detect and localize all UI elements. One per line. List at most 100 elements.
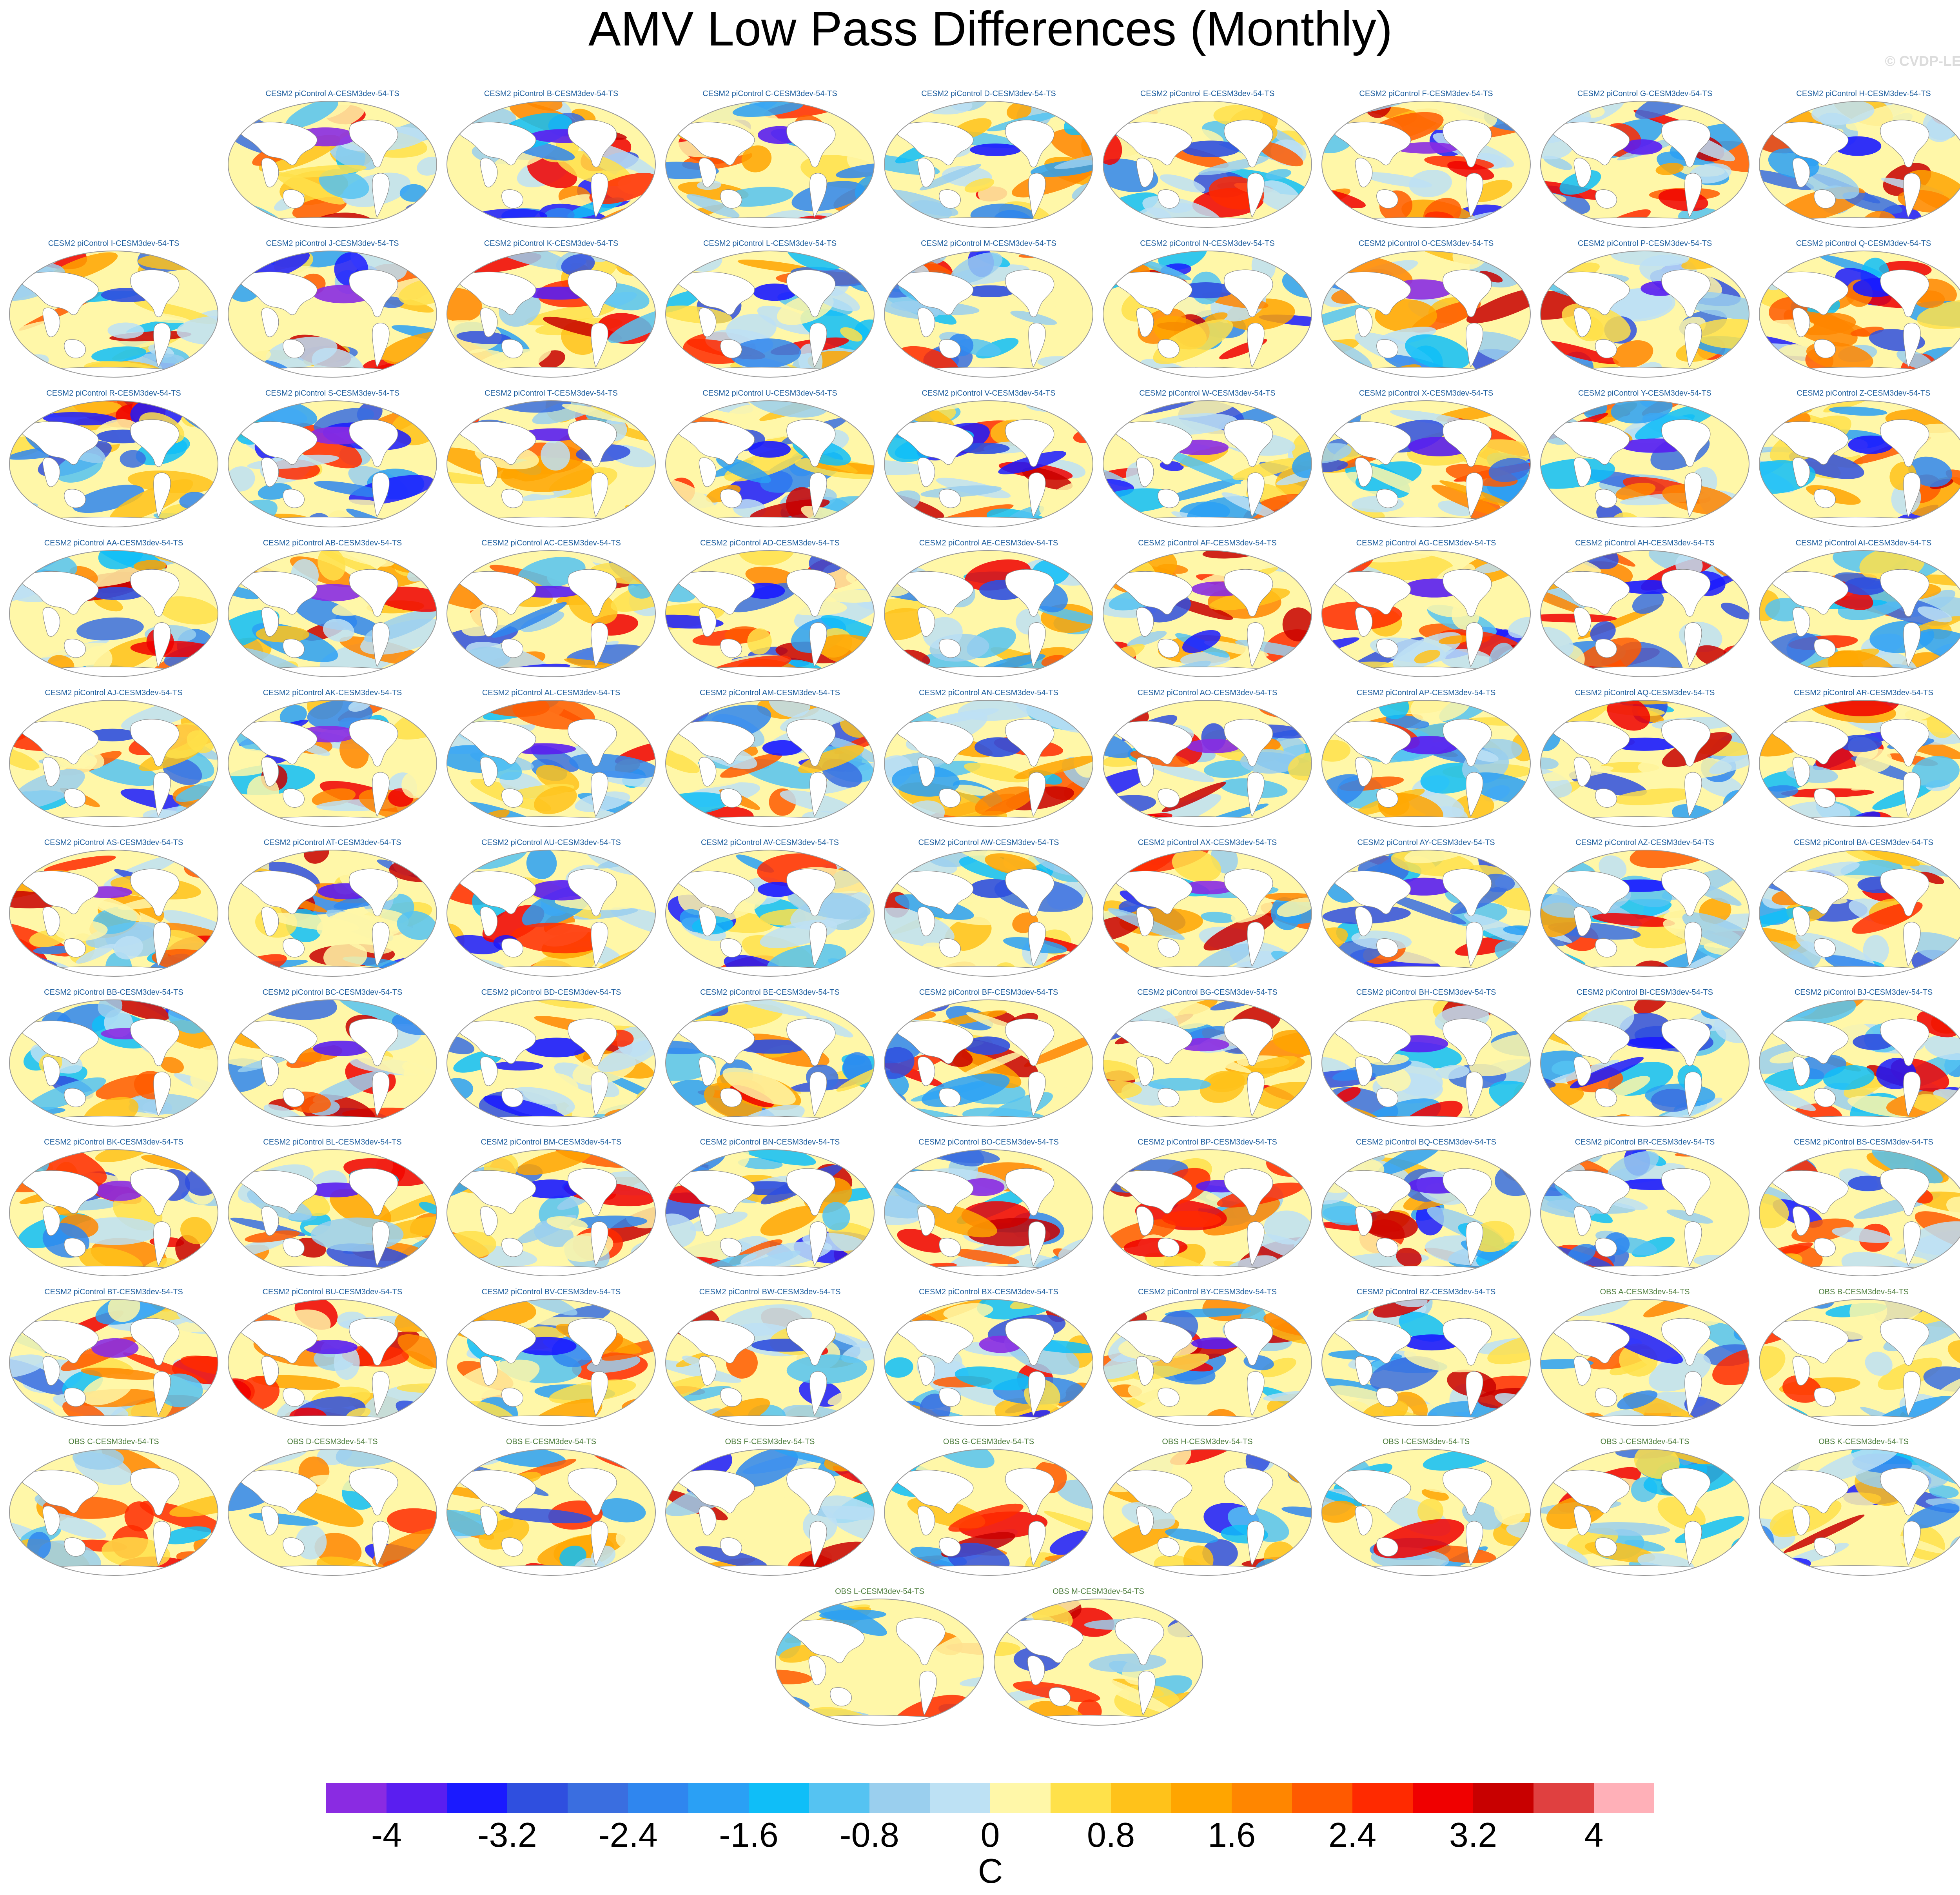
map-plot	[228, 400, 437, 527]
map-panel: CESM2 piControl BT-CESM3dev-54-TS	[8, 1287, 220, 1438]
map-plot	[1103, 850, 1312, 977]
map-plot	[1540, 1299, 1749, 1426]
panel-title: CESM2 piControl AM-CESM3dev-54-TS	[700, 689, 840, 697]
panel-title: OBS E-CESM3dev-54-TS	[506, 1437, 597, 1446]
panel-title: CESM2 piControl BX-CESM3dev-54-TS	[919, 1288, 1058, 1296]
colorbar-swatch	[990, 1783, 1051, 1813]
map-panel: CESM2 piControl AW-CESM3dev-54-TS	[883, 838, 1094, 988]
map-panel: CESM2 piControl BO-CESM3dev-54-TS	[883, 1137, 1094, 1288]
map-panel: CESM2 piControl AB-CESM3dev-54-TS	[227, 538, 438, 689]
map-panel: OBS A-CESM3dev-54-TS	[1539, 1287, 1751, 1438]
map-plot	[228, 1149, 437, 1276]
panel-title: CESM2 piControl AQ-CESM3dev-54-TS	[1575, 689, 1715, 697]
map-plot	[1759, 999, 1960, 1126]
map-plot	[446, 101, 656, 228]
map-panel: CESM2 piControl AH-CESM3dev-54-TS	[1539, 538, 1751, 689]
panel-title: OBS G-CESM3dev-54-TS	[943, 1437, 1034, 1446]
map-plot	[665, 1449, 875, 1576]
map-panel: CESM2 piControl AM-CESM3dev-54-TS	[664, 688, 876, 839]
panel-title: CESM2 piControl C-CESM3dev-54-TS	[702, 89, 837, 98]
map-plot	[446, 251, 656, 378]
panel-title: CESM2 piControl AA-CESM3dev-54-TS	[44, 539, 183, 547]
map-panel: OBS M-CESM3dev-54-TS	[993, 1586, 1204, 1737]
map-plot	[1321, 850, 1531, 977]
colorbar-tick-label: 3.2	[1449, 1815, 1497, 1854]
panel-title: CESM2 piControl AT-CESM3dev-54-TS	[263, 838, 401, 847]
map-plot	[665, 999, 875, 1126]
panel-title: CESM2 piControl AJ-CESM3dev-54-TS	[45, 689, 183, 697]
map-plot	[884, 700, 1093, 827]
panel-grid: CESM2 piControl A-CESM3dev-54-TS CESM2 pi…	[8, 89, 1960, 1737]
map-panel: CESM2 piControl BW-CESM3dev-54-TS	[664, 1287, 876, 1438]
map-panel: CESM2 piControl BS-CESM3dev-54-TS	[1758, 1137, 1960, 1288]
map-plot	[446, 700, 656, 827]
map-plot	[884, 850, 1093, 977]
panel-title: CESM2 piControl L-CESM3dev-54-TS	[703, 239, 837, 248]
colorbar-swatch	[1171, 1783, 1232, 1813]
panel-title: CESM2 piControl BS-CESM3dev-54-TS	[1794, 1138, 1933, 1146]
panel-title: CESM2 piControl AY-CESM3dev-54-TS	[1357, 838, 1495, 847]
map-plot	[1540, 1149, 1749, 1276]
map-panel: CESM2 piControl S-CESM3dev-54-TS	[227, 388, 438, 539]
map-plot	[1103, 550, 1312, 677]
panel-title: CESM2 piControl D-CESM3dev-54-TS	[921, 89, 1056, 98]
panel-title: CESM2 piControl BL-CESM3dev-54-TS	[263, 1138, 402, 1146]
map-plot	[1759, 850, 1960, 977]
panel-title: CESM2 piControl BC-CESM3dev-54-TS	[262, 988, 403, 997]
watermark: © CVDP-LE	[1885, 53, 1960, 69]
map-plot	[1103, 251, 1312, 378]
panel-title: CESM2 piControl G-CESM3dev-54-TS	[1577, 89, 1713, 98]
map-panel: CESM2 piControl AS-CESM3dev-54-TS	[8, 838, 220, 988]
panel-title: CESM2 piControl Y-CESM3dev-54-TS	[1578, 389, 1712, 398]
map-panel: CESM2 piControl BJ-CESM3dev-54-TS	[1758, 987, 1960, 1138]
panel-title: CESM2 piControl AI-CESM3dev-54-TS	[1795, 539, 1932, 547]
panel-title: OBS F-CESM3dev-54-TS	[725, 1437, 815, 1446]
colorbar-swatch	[568, 1783, 628, 1813]
map-plot	[228, 700, 437, 827]
map-panel: CESM2 piControl F-CESM3dev-54-TS	[1320, 89, 1532, 240]
map-plot	[1321, 550, 1531, 677]
panel-title: CESM2 piControl N-CESM3dev-54-TS	[1140, 239, 1275, 248]
map-panel: CESM2 piControl BY-CESM3dev-54-TS	[1102, 1287, 1313, 1438]
map-plot	[1540, 251, 1749, 378]
panel-title: CESM2 piControl AZ-CESM3dev-54-TS	[1575, 838, 1714, 847]
map-panel: OBS K-CESM3dev-54-TS	[1758, 1437, 1960, 1588]
map-panel: CESM2 piControl U-CESM3dev-54-TS	[664, 388, 876, 539]
map-panel: CESM2 piControl BZ-CESM3dev-54-TS	[1320, 1287, 1532, 1438]
map-panel: CESM2 piControl AX-CESM3dev-54-TS	[1102, 838, 1313, 988]
map-plot	[884, 1299, 1093, 1426]
map-plot	[446, 850, 656, 977]
map-plot	[665, 1299, 875, 1426]
map-panel: CESM2 piControl H-CESM3dev-54-TS	[1758, 89, 1960, 240]
panel-title: CESM2 piControl BW-CESM3dev-54-TS	[699, 1288, 841, 1296]
panel-title: CESM2 piControl BB-CESM3dev-54-TS	[44, 988, 183, 997]
colorbar-swatch	[1051, 1783, 1111, 1813]
colorbar-unit: C	[978, 1851, 1003, 1890]
map-panel: OBS H-CESM3dev-54-TS	[1102, 1437, 1313, 1588]
map-panel: CESM2 piControl BU-CESM3dev-54-TS	[227, 1287, 438, 1438]
map-plot	[1103, 700, 1312, 827]
map-plot	[775, 1599, 984, 1726]
panel-title: CESM2 piControl BQ-CESM3dev-54-TS	[1356, 1138, 1496, 1146]
map-panel: CESM2 piControl T-CESM3dev-54-TS	[445, 388, 657, 539]
panel-title: CESM2 piControl BP-CESM3dev-54-TS	[1138, 1138, 1277, 1146]
panel-title: OBS A-CESM3dev-54-TS	[1600, 1288, 1690, 1296]
map-panel: CESM2 piControl BR-CESM3dev-54-TS	[1539, 1137, 1751, 1288]
panel-title: CESM2 piControl H-CESM3dev-54-TS	[1796, 89, 1931, 98]
map-plot	[665, 251, 875, 378]
map-panel: CESM2 piControl BH-CESM3dev-54-TS	[1320, 987, 1532, 1138]
map-panel: CESM2 piControl AY-CESM3dev-54-TS	[1320, 838, 1532, 988]
map-panel: CESM2 piControl AN-CESM3dev-54-TS	[883, 688, 1094, 839]
map-plot	[9, 850, 218, 977]
colorbar-tick-label: -2.4	[598, 1815, 658, 1854]
map-plot	[994, 1599, 1203, 1726]
panel-title: CESM2 piControl AV-CESM3dev-54-TS	[701, 838, 839, 847]
panel-title: OBS C-CESM3dev-54-TS	[68, 1437, 159, 1446]
map-plot	[1103, 999, 1312, 1126]
map-panel: CESM2 piControl AF-CESM3dev-54-TS	[1102, 538, 1313, 689]
map-panel: CESM2 piControl J-CESM3dev-54-TS	[227, 238, 438, 389]
map-panel: CESM2 piControl AG-CESM3dev-54-TS	[1320, 538, 1532, 689]
map-panel: CESM2 piControl BX-CESM3dev-54-TS	[883, 1287, 1094, 1438]
map-plot	[1321, 400, 1531, 527]
panel-title: CESM2 piControl AP-CESM3dev-54-TS	[1356, 689, 1496, 697]
